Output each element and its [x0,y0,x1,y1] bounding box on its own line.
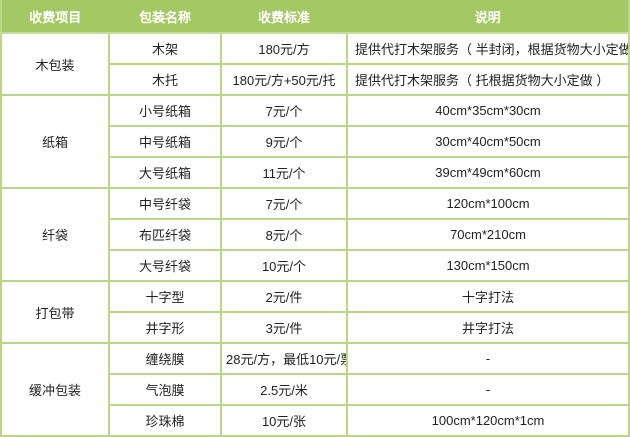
item-cell: 缓冲包装 [0,342,110,437]
name-cell: 气泡膜 [108,373,222,406]
price-cell: 9元/个 [220,125,348,158]
desc-cell: 39cm*49cm*60cm [346,156,630,189]
item-cell: 纤袋 [0,187,110,282]
name-cell: 珍珠棉 [108,404,222,437]
price-cell: 2.5元/米 [220,373,348,406]
desc-cell: 提供代打木架服务（ 托根据货物大小定做 ） [346,63,630,96]
item-cell: 纸箱 [0,94,110,189]
desc-cell: 提供代打木架服务（ 半封闭，根据货物大小定做 ） [346,32,630,65]
desc-cell: - [346,342,630,375]
table-row: 气泡膜 2.5元/米 - [1,373,630,406]
table-body: 木包装 木架 180元/方 提供代打木架服务（ 半封闭，根据货物大小定做 ） 木… [0,32,630,437]
desc-cell: 井字打法 [346,311,630,344]
price-cell: 180元/方+50元/托 [220,63,348,96]
name-cell: 大号纸箱 [108,156,222,189]
name-cell: 缠绕膜 [108,342,222,375]
table-row: 中号纸箱 9元/个 30cm*40cm*50cm [1,125,630,158]
desc-cell: 40cm*35cm*30cm [346,94,630,127]
column-header-price: 收费标准 [220,0,348,34]
table-row: 木托 180元/方+50元/托 提供代打木架服务（ 托根据货物大小定做 ） [1,63,630,96]
desc-cell: 130cm*150cm [346,249,630,282]
desc-cell: 70cm*210cm [346,218,630,251]
table-row: 纸箱 小号纸箱 7元/个 40cm*35cm*30cm [0,94,630,189]
table-row: 大号纤袋 10元/个 130cm*150cm [1,249,630,282]
desc-cell: - [346,373,630,406]
name-cell: 木托 [108,63,222,96]
price-cell: 180元/方 [220,32,348,65]
price-cell: 28元/方，最低10元/票 [220,342,348,375]
column-header-item: 收费项目 [0,0,110,34]
price-cell: 7元/个 [220,187,348,220]
name-cell: 布匹纤袋 [108,218,222,251]
table-row: 纤袋 中号纤袋 7元/个 120cm*100cm [0,187,630,282]
desc-cell: 100cm*120cm*1cm [346,404,630,437]
name-cell: 大号纤袋 [108,249,222,282]
name-cell: 中号纤袋 [108,187,222,220]
column-header-name: 包装名称 [108,0,222,34]
table-row: 缓冲包装 缠绕膜 28元/方，最低10元/票 - [0,342,630,437]
price-cell: 10元/个 [220,249,348,282]
item-cell: 打包带 [0,280,110,344]
name-cell: 井字形 [108,311,222,344]
desc-cell: 十字打法 [346,280,630,313]
price-cell: 2元/件 [220,280,348,313]
table-row: 大号纸箱 11元/个 39cm*49cm*60cm [1,156,630,189]
price-cell: 7元/个 [220,94,348,127]
name-cell: 小号纸箱 [108,94,222,127]
desc-cell: 30cm*40cm*50cm [346,125,630,158]
price-cell: 10元/张 [220,404,348,437]
table-row: 打包带 十字型 2元/件 十字打法 [0,280,630,344]
price-cell: 11元/个 [220,156,348,189]
table-row: 木包装 木架 180元/方 提供代打木架服务（ 半封闭，根据货物大小定做 ） [0,32,630,96]
table-header: 收费项目 包装名称 收费标准 说明 [0,0,630,34]
header-row: 收费项目 包装名称 收费标准 说明 [0,0,630,34]
table-row: 布匹纤袋 8元/个 70cm*210cm [1,218,630,251]
desc-cell: 120cm*100cm [346,187,630,220]
table-row: 井字形 3元/件 井字打法 [1,311,630,344]
name-cell: 木架 [108,32,222,65]
price-cell: 8元/个 [220,218,348,251]
column-header-desc: 说明 [346,0,630,34]
name-cell: 中号纸箱 [108,125,222,158]
price-cell: 3元/件 [220,311,348,344]
item-cell: 木包装 [0,32,110,96]
name-cell: 十字型 [108,280,222,313]
